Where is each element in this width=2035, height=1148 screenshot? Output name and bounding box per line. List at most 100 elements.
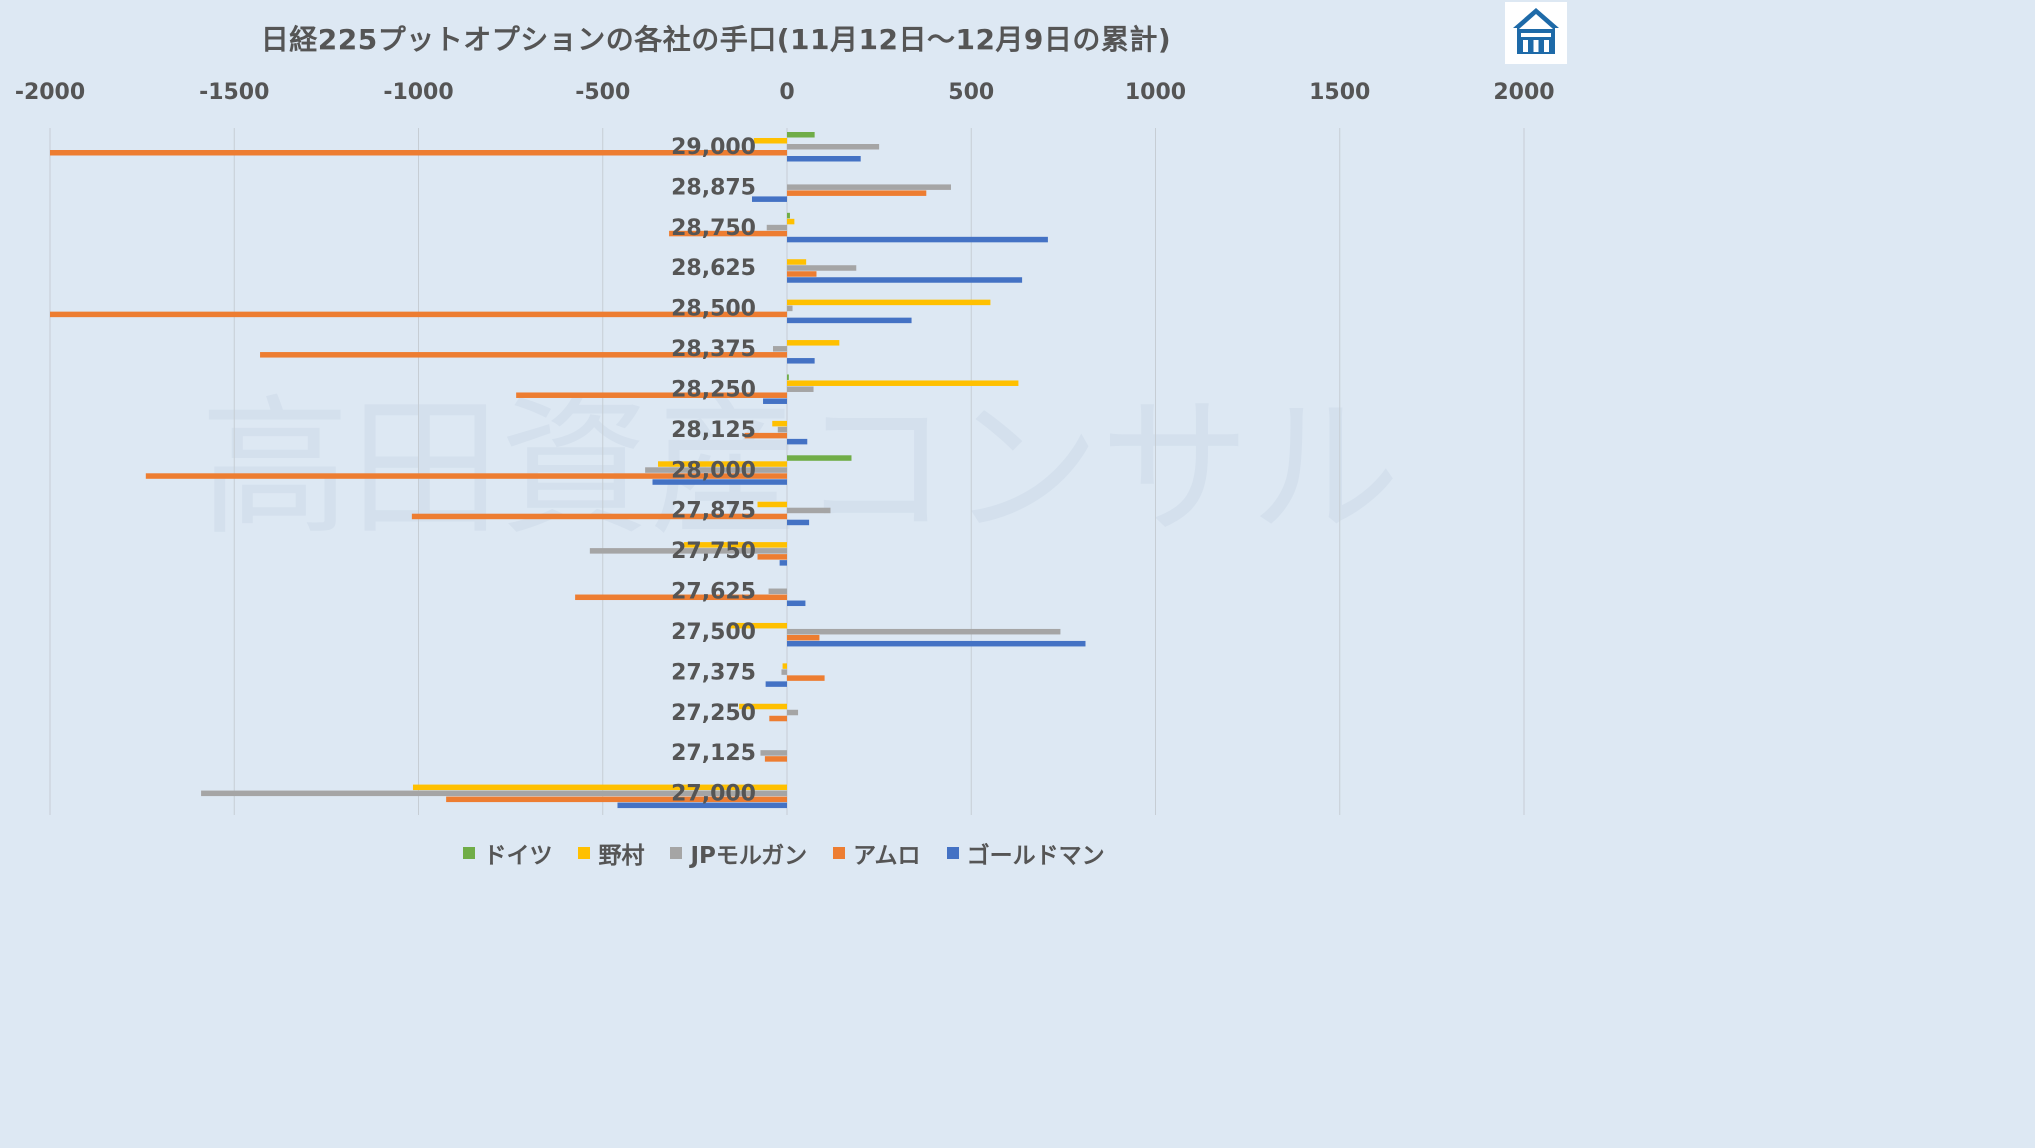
category-label: 27,875	[671, 499, 756, 524]
bar-アムロ	[260, 352, 787, 358]
category-label: 28,750	[671, 216, 756, 241]
bar-ゴールドマン	[787, 600, 806, 607]
bar-JPモルガン	[777, 426, 787, 433]
x-tick-label: 1500	[1309, 80, 1370, 105]
x-tick-label: 0	[779, 80, 794, 105]
bar-ゴールドマン	[765, 681, 787, 687]
legend-label: 野村	[598, 843, 645, 869]
bar-ゴールドマン	[787, 156, 861, 162]
bar-アムロ	[50, 311, 787, 318]
bar-JPモルガン	[787, 144, 880, 150]
bar-アムロ	[787, 675, 825, 681]
legend-item: アムロ	[833, 836, 921, 870]
category-label: 27,750	[671, 539, 756, 564]
bar-野村	[787, 340, 840, 346]
bar-野村	[683, 542, 787, 548]
category-label: 27,000	[671, 782, 756, 807]
bar-アムロ	[769, 715, 787, 722]
bar-野村	[787, 299, 991, 306]
bar-ゴールドマン	[617, 802, 787, 809]
legend-item: JPモルガン	[670, 836, 807, 870]
bar-野村	[782, 663, 787, 669]
bar-ドイツ	[787, 455, 852, 461]
bar-JPモルガン	[787, 507, 831, 514]
bar-アムロ	[787, 634, 820, 641]
x-tick-label: 2000	[1493, 80, 1554, 105]
chart-title: 日経225プットオプションの各社の手口(11月12日～12月9日の累計)	[260, 23, 1172, 56]
chart-legend: ドイツ 野村 JPモルガン アムロ ゴールドマン	[0, 836, 1568, 870]
bar-アムロ	[787, 271, 817, 277]
bar-アムロ	[411, 513, 787, 520]
category-label: 27,625	[671, 580, 756, 605]
bar-野村	[412, 784, 787, 791]
x-tick-label: -1500	[199, 80, 269, 105]
watermark-text: 高田資産コンサル	[200, 382, 1400, 556]
bar-JPモルガン	[645, 467, 787, 473]
category-label: 27,500	[671, 620, 756, 645]
legend-swatch	[833, 847, 846, 859]
bar-野村	[787, 380, 1019, 386]
bar-JPモルガン	[589, 548, 787, 554]
bar-野村	[739, 703, 787, 710]
bar-ゴールドマン	[787, 640, 1086, 647]
bar-アムロ	[446, 796, 787, 803]
bar-JPモルガン	[772, 346, 787, 352]
category-label: 27,250	[671, 701, 756, 726]
bar-JPモルガン	[787, 386, 814, 392]
legend-swatch	[670, 847, 683, 859]
legend-swatch	[578, 847, 591, 859]
bar-野村	[728, 622, 787, 629]
legend-item: ゴールドマン	[946, 836, 1105, 870]
bar-JPモルガン	[787, 305, 793, 312]
bar-ゴールドマン	[751, 196, 787, 202]
bar-JPモルガン	[781, 669, 787, 675]
bar-アムロ	[669, 230, 787, 237]
bar-ゴールドマン	[787, 277, 1023, 283]
category-label: 28,375	[671, 337, 756, 362]
x-tick-label: 1000	[1125, 80, 1186, 105]
bar-ドイツ	[787, 374, 789, 380]
x-tick-label: -1000	[383, 80, 453, 105]
bar-ゴールドマン	[787, 358, 815, 364]
bar-ゴールドマン	[652, 479, 787, 485]
bar-ドイツ	[787, 212, 790, 219]
bar-野村	[787, 218, 795, 225]
bar-JPモルガン	[201, 790, 787, 797]
bar-野村	[658, 461, 787, 467]
chart: 日経225プットオプションの各社の手口(11月12日～12月9日の累計) 高田資…	[0, 2, 1568, 870]
legend-item: ドイツ	[463, 836, 552, 870]
category-label: 28,000	[671, 458, 756, 483]
bar-JPモルガン	[766, 224, 787, 231]
category-label: 28,500	[671, 297, 756, 322]
logo	[1505, 2, 1567, 64]
bar-JPモルガン	[787, 709, 799, 716]
bar-野村	[753, 138, 787, 144]
category-label: 27,375	[671, 660, 756, 685]
legend-swatch	[463, 847, 476, 859]
x-tick-label: -2000	[15, 80, 85, 105]
bar-JPモルガン	[768, 588, 787, 595]
bar-アムロ	[764, 756, 787, 762]
legend-label: ゴールドマン	[966, 843, 1105, 869]
bar-ゴールドマン	[787, 317, 912, 324]
bar-ゴールドマン	[763, 398, 787, 404]
bar-アムロ	[50, 150, 787, 156]
bar-アムロ	[516, 392, 787, 398]
legend-item: 野村	[578, 836, 644, 870]
bar-野村	[757, 501, 787, 508]
bar-野村	[787, 259, 807, 265]
bar-JPモルガン	[787, 628, 1061, 635]
legend-label: JPモルガン	[690, 843, 808, 869]
bar-JPモルガン	[760, 750, 787, 756]
category-label: 28,250	[671, 377, 756, 402]
bar-ゴールドマン	[787, 519, 810, 526]
bar-ゴールドマン	[787, 236, 1048, 243]
bar-ドイツ	[787, 132, 815, 138]
house-logo-icon	[1513, 8, 1559, 54]
bar-JPモルガン	[787, 184, 951, 190]
bar-ゴールドマン	[779, 560, 787, 566]
x-tick-label: -500	[575, 80, 630, 105]
chart-plot: 高田資産コンサル -2000 -1500 -1000 -500 0 500 1000 1500 2…	[15, 80, 1555, 815]
category-label: 27,125	[671, 741, 756, 766]
bar-野村	[772, 420, 787, 427]
